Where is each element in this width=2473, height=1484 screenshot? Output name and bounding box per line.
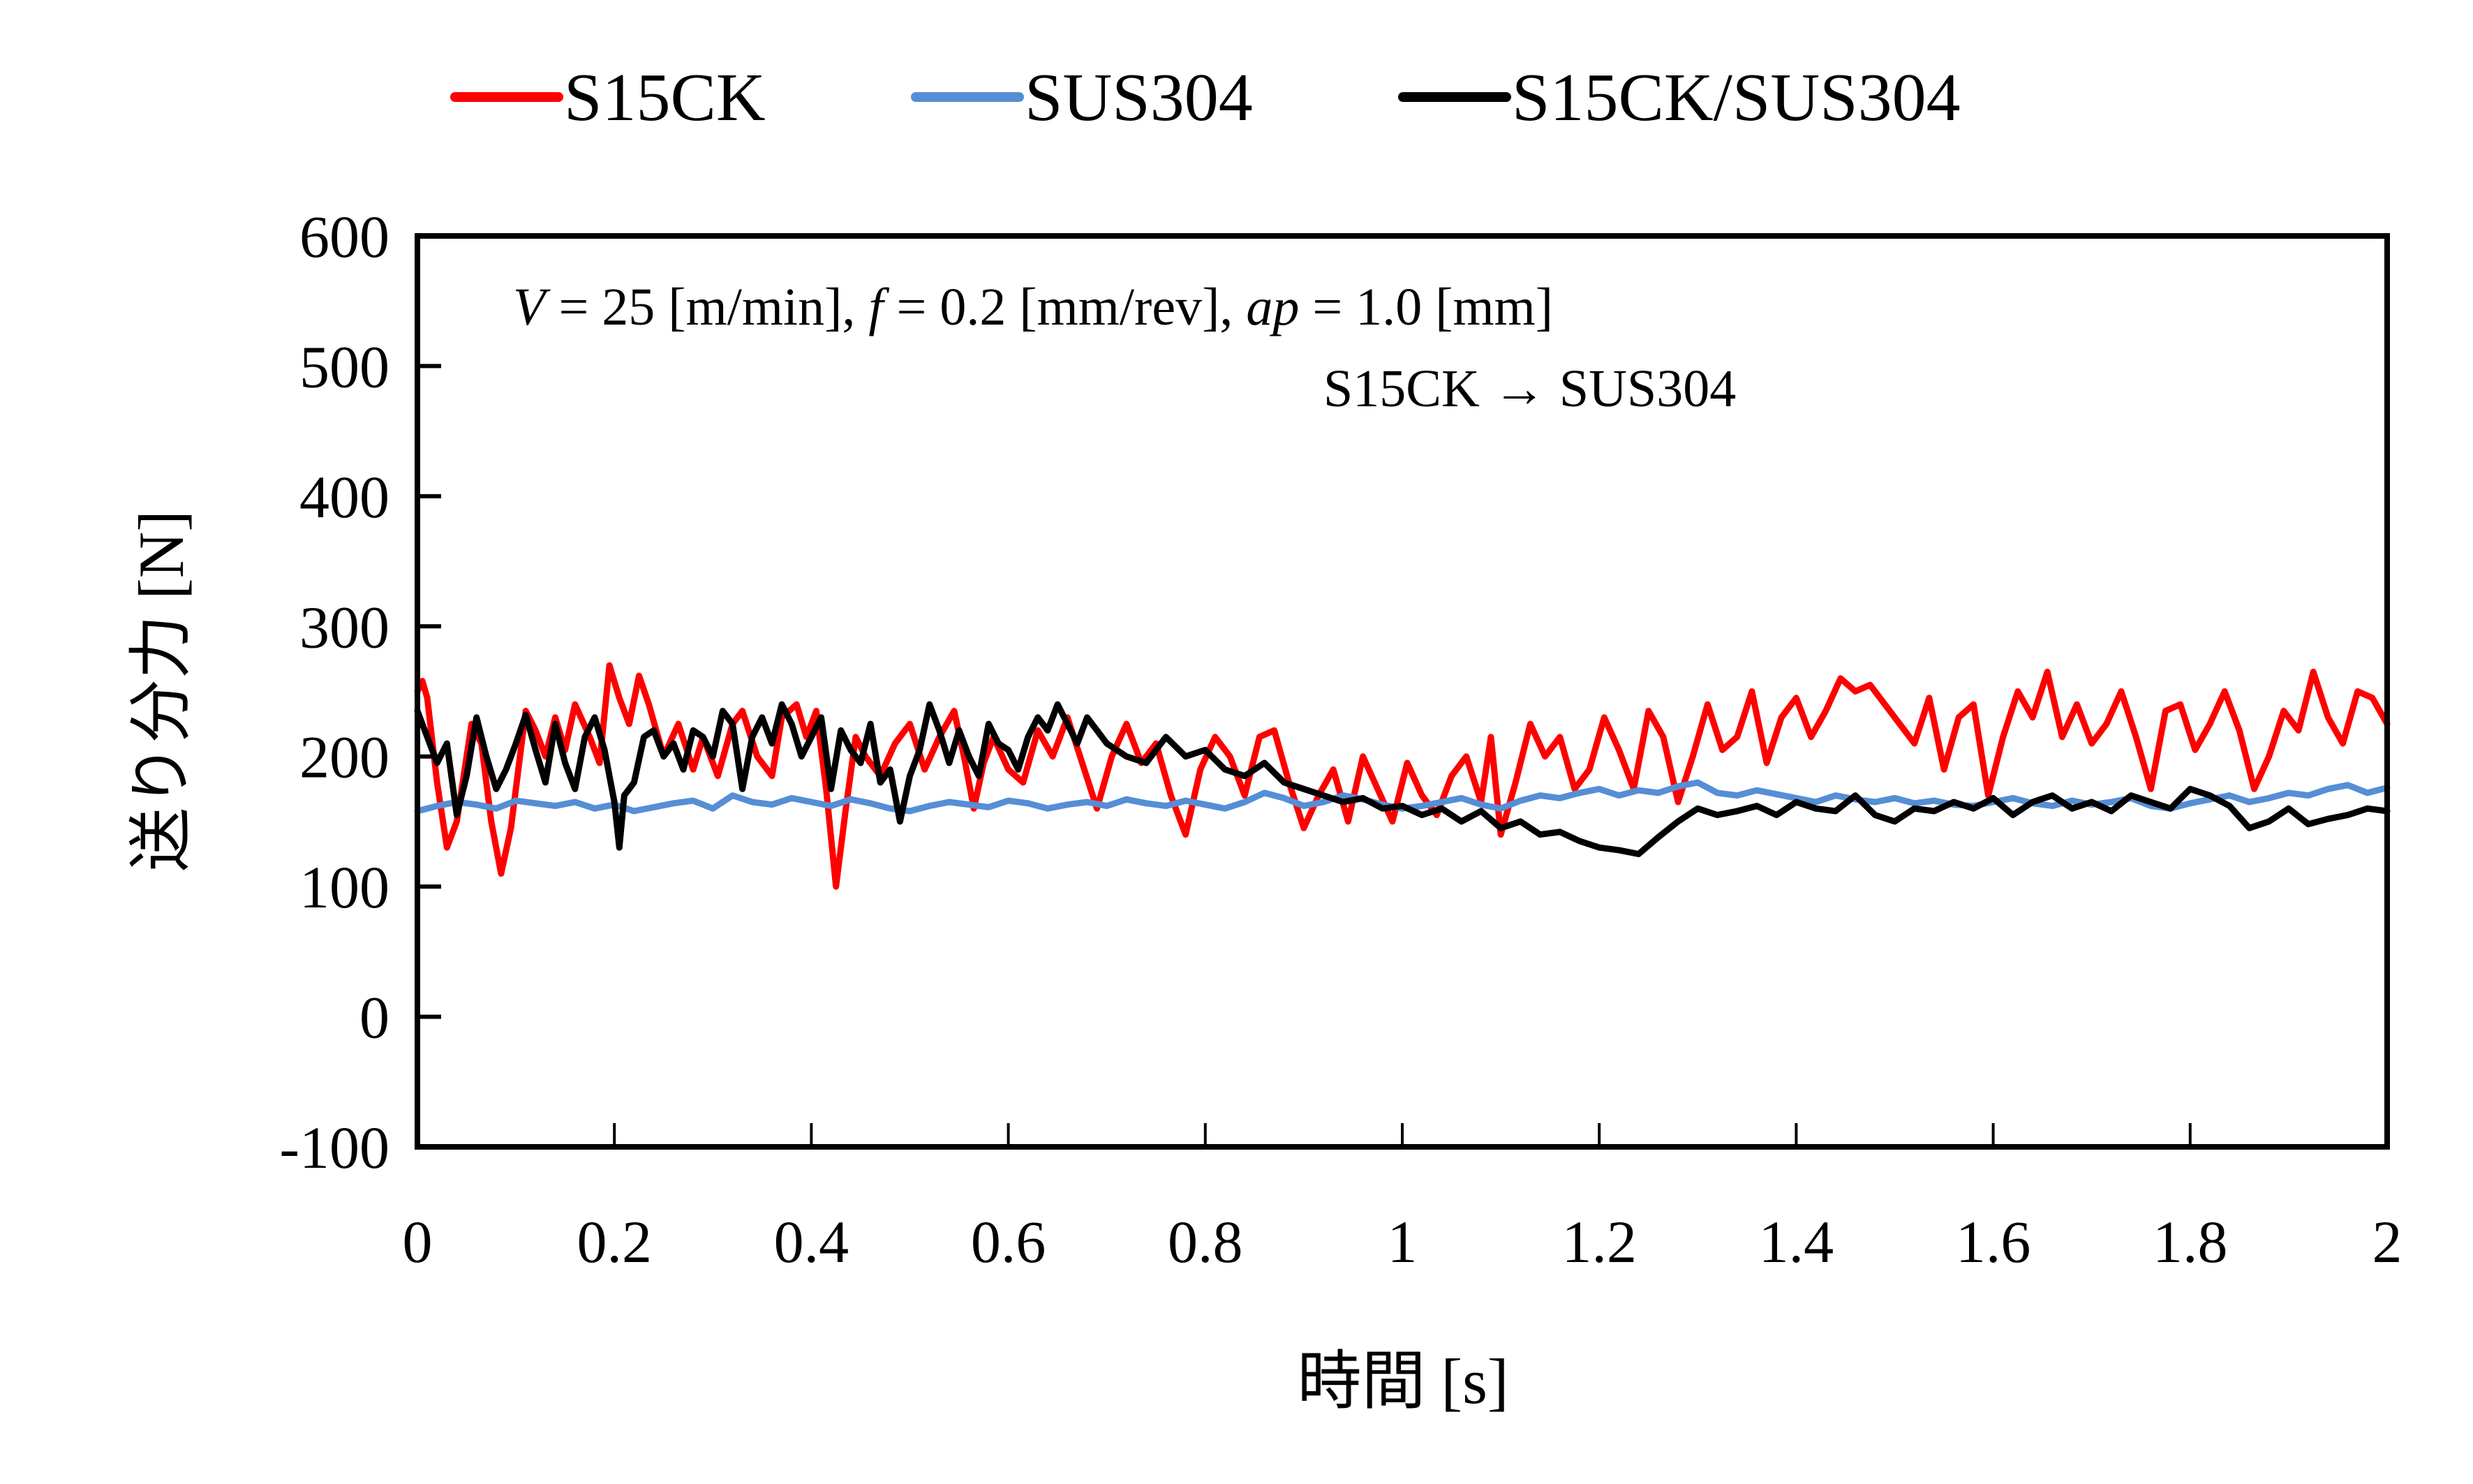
legend-item-s15ck[interactable]: S15CK (450, 60, 766, 135)
x-axis-title-unit: [s] (1441, 1346, 1508, 1417)
x-tick-label: 1.6 (1956, 1208, 2031, 1275)
y-tick-label: 100 (299, 854, 389, 921)
x-tick-label: 1.8 (2153, 1208, 2228, 1275)
y-axis-title-main: 送り分力 (124, 615, 198, 872)
x-axis-title: 時間 [s] (1297, 1344, 1508, 1418)
y-tick-label: 400 (299, 463, 389, 530)
legend: S15CK SUS304 S15CK/SUS304 (450, 60, 1961, 135)
v-symbol: V (513, 278, 551, 336)
x-tick-label: 0.2 (577, 1208, 652, 1275)
legend-item-s15ck-sus304[interactable]: S15CK/SUS304 (1398, 60, 1961, 135)
legend-item-sus304[interactable]: SUS304 (911, 60, 1253, 135)
y-tick-label: -100 (279, 1114, 389, 1181)
x-tick-label: 1.2 (1561, 1208, 1637, 1275)
x-tick-label: 1 (1388, 1208, 1418, 1275)
svg-text:送り分力[N]: 送り分力 [N] (124, 510, 198, 872)
y-tick-label: 600 (299, 203, 389, 270)
series-line-s15ck-sus304 (414, 701, 2391, 857)
y-tick-label: 500 (299, 333, 389, 400)
x-axis-ticks: 0 0.2 0.4 0.6 0.8 1 1.2 1.4 1.6 1.8 2 (403, 1123, 2403, 1275)
legend-label-s15ck-sus304: S15CK/SUS304 (1512, 60, 1961, 135)
y-axis-title-unit: [N] (126, 510, 197, 600)
legend-label-sus304: SUS304 (1025, 60, 1253, 135)
y-tick-label: 300 (299, 593, 389, 660)
ap-value: = 1.0 [mm] (1299, 278, 1553, 336)
x-tick-label: 2 (2372, 1208, 2403, 1275)
f-value: = 0.2 [mm/rev], (884, 278, 1247, 336)
y-axis-title: 送り分力 [N] (124, 510, 198, 872)
y-tick-label: 200 (299, 724, 389, 791)
x-tick-label: 1.4 (1759, 1208, 1834, 1275)
x-axis-title-main: 時間 (1297, 1344, 1425, 1418)
cutting-conditions-annotation: V = 25 [m/min], f = 0.2 [mm/rev], ap = 1… (513, 278, 1553, 336)
y-axis-ticks: -100 0 100 200 300 400 500 600 (279, 203, 441, 1181)
x-tick-label: 0.4 (774, 1208, 849, 1275)
x-tick-label: 0.6 (971, 1208, 1046, 1275)
x-tick-label: 0 (403, 1208, 433, 1275)
material-transition-annotation: S15CK → SUS304 (1323, 359, 1736, 418)
plot-frame (415, 233, 2390, 1150)
legend-label-s15ck: S15CK (564, 60, 766, 135)
y-tick-label: 0 (359, 984, 389, 1051)
ap-symbol: ap (1246, 278, 1299, 336)
v-value: = 25 [m/min], (545, 278, 868, 336)
x-tick-label: 0.8 (1168, 1208, 1243, 1275)
series-layer (414, 662, 2391, 890)
